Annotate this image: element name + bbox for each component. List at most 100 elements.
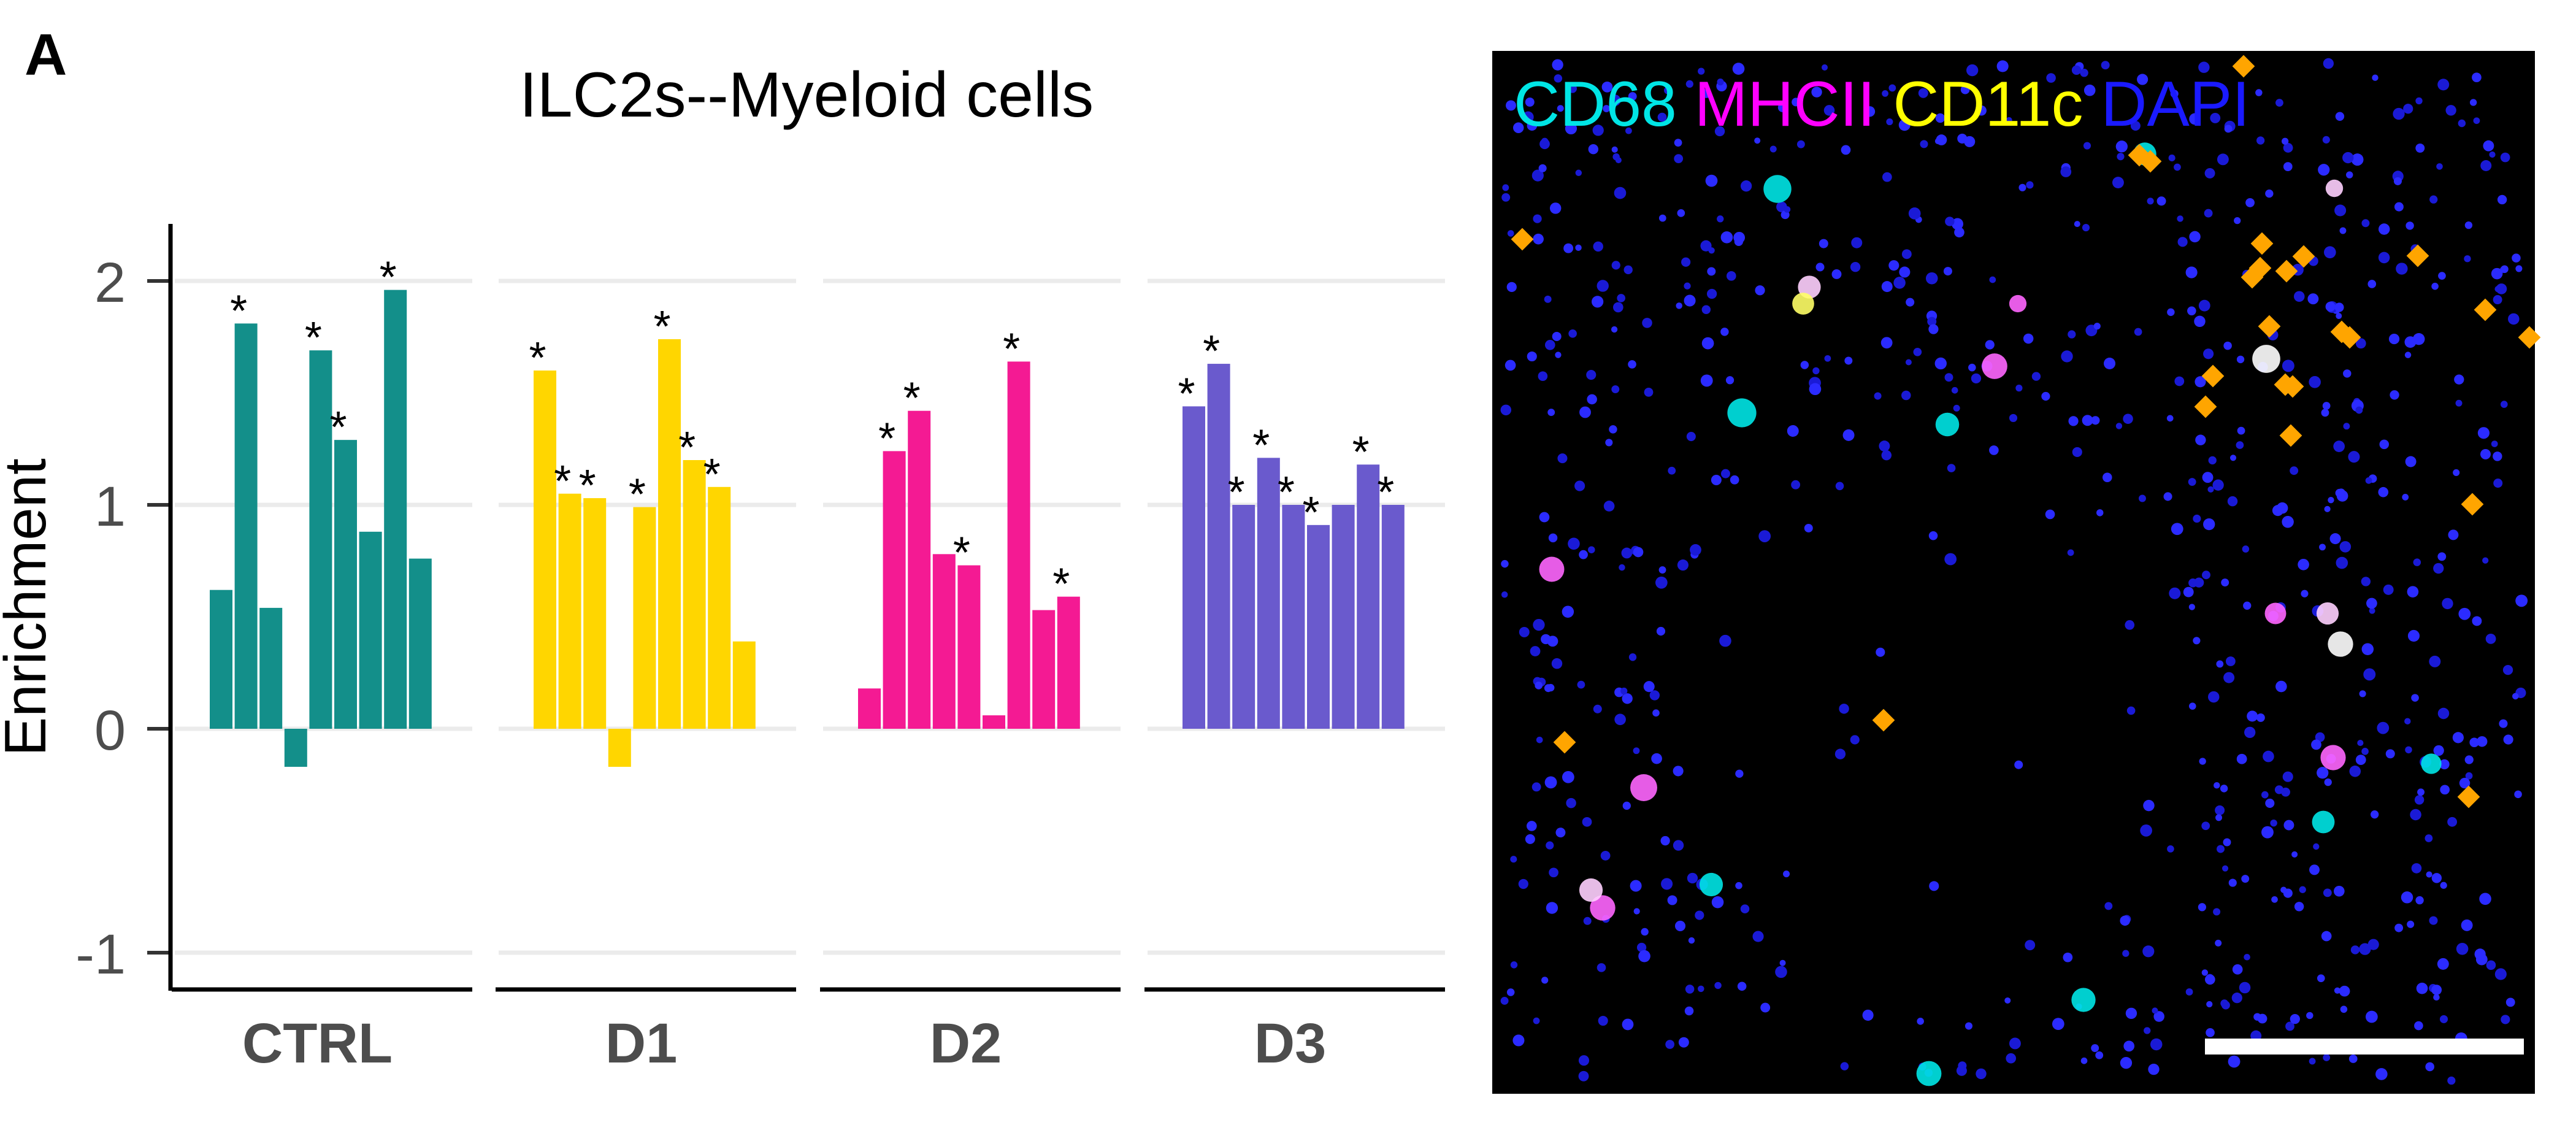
nucleus [2402,493,2409,501]
nucleus [2206,1028,2215,1037]
orange-diamond-icon [2232,55,2255,78]
nucleus [1644,387,1654,397]
orange-diamond-icon [1872,709,1895,732]
nucleus [2282,359,2294,372]
nucleus [1547,409,1555,417]
nucleus [1533,214,1542,223]
nucleus [1622,693,1633,704]
legend-dapi: DAPI [2101,69,2250,140]
nucleus [2440,882,2447,889]
nucleus [2436,163,2443,170]
nucleus [1593,241,1603,252]
nucleus [2502,664,2513,675]
nucleus [2270,819,2277,827]
significance-star: * [1278,468,1295,517]
stained-cell [1792,293,1814,315]
nucleus [2355,338,2366,349]
nucleus [1676,302,1682,309]
nucleus [2479,893,2491,905]
nucleus [1535,682,1543,690]
nucleus [2355,755,2366,766]
nucleus [1779,959,1786,966]
orange-diamond-icon [2338,326,2361,349]
nucleus [1597,280,1609,292]
nucleus [1811,86,1822,98]
nucleus [1800,361,1809,369]
bar [883,451,906,729]
nucleus [2410,809,2421,821]
nucleus [2329,533,2341,545]
significance-star: * [1052,560,1070,609]
nucleus [2080,1057,2088,1064]
nucleus [2195,434,2206,445]
nucleus [2234,217,2241,225]
nucleus [2009,413,2018,422]
nucleus [2388,333,2400,345]
nucleus [1621,547,1633,559]
nucleus [2220,785,2228,793]
nucleus [1958,1061,1967,1070]
nucleus [2383,584,2394,595]
nucleus [2429,195,2438,204]
nucleus [1583,916,1592,925]
nucleus [2123,413,2133,425]
nucleus [2497,194,2507,205]
nucleus [2474,948,2486,960]
nucleus [2216,660,2224,668]
nucleus [2282,516,2294,528]
nucleus [2217,845,2225,853]
nucleus [2367,939,2379,950]
nucleus [1769,145,1777,153]
nucleus [2148,1063,2160,1075]
nucleus [1928,531,1938,540]
nucleus [1565,122,1577,135]
nucleus [2445,105,2456,116]
nucleus [2083,142,2091,150]
bar [1307,524,1330,729]
nucleus [1611,261,1620,270]
nucleus [2355,406,2363,414]
nucleus [2339,985,2350,997]
nucleus [1971,373,1982,384]
bar [1007,361,1030,729]
nucleus [1989,276,1996,283]
nucleus [2359,943,2371,955]
nucleus [1928,324,1939,334]
nucleus [1879,440,1890,452]
nucleus [2307,293,2319,305]
nucleus [1552,331,1562,342]
nucleus [2143,799,2155,812]
nucleus [2301,590,2309,597]
nucleus [2431,282,2439,290]
nucleus [1614,186,1627,199]
nucleus [2439,759,2450,770]
nucleus [2361,219,2370,228]
nucleus [1901,249,1912,259]
nucleus [1996,60,2009,72]
nucleus [1538,371,1548,381]
nucleus [2280,886,2287,893]
nucleus [2306,1012,2313,1020]
nucleus [2317,767,2329,779]
nucleus [2480,160,2492,171]
nucleus [1681,257,1691,267]
nucleus [2290,1013,2300,1024]
nucleus [1557,105,1564,112]
nucleus [2189,231,2201,243]
nucleus [1533,233,1544,245]
nucleus [2229,455,2237,461]
nucleus [2500,152,2510,163]
nucleus [1578,1055,1590,1066]
nucleus [2323,1054,2331,1061]
nucleus [1500,997,1509,1005]
nucleus [2461,919,2473,931]
nucleus [2469,737,2479,747]
stained-cell [1539,556,1565,582]
bar [732,641,756,729]
nucleus [1600,850,1611,861]
nucleus [2340,1005,2348,1013]
nucleus [2371,810,2379,819]
significance-star: * [1003,325,1020,374]
nucleus [2453,469,2460,476]
nucleus [2393,177,2402,185]
